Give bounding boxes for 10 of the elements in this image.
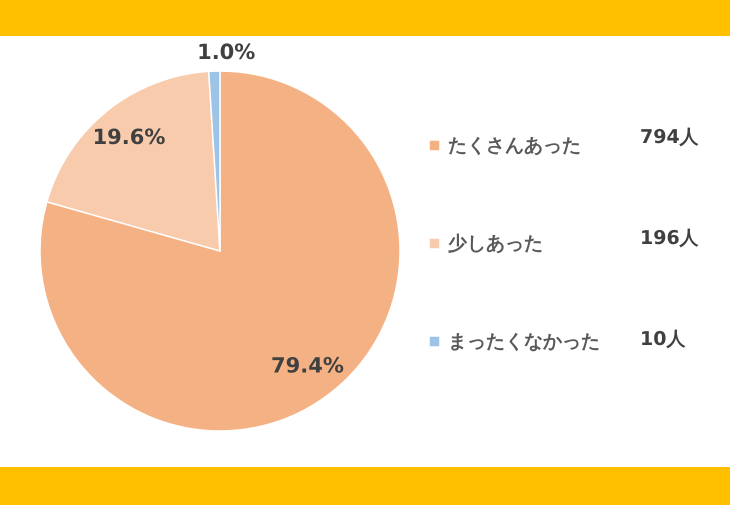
pie-slice — [39, 70, 401, 432]
text: 10人 — [640, 327, 686, 352]
text: 196人 — [640, 226, 699, 251]
data-label: 19.6% — [92, 125, 166, 150]
text: 794人 — [640, 125, 699, 150]
data-label: 1.0% — [197, 40, 256, 64]
legend-label: まったくなかった — [448, 330, 600, 352]
legend-label: 少しあった — [448, 232, 543, 254]
legend-label: たくさんあった — [448, 134, 581, 156]
data-label: 79.4% — [270, 354, 344, 378]
